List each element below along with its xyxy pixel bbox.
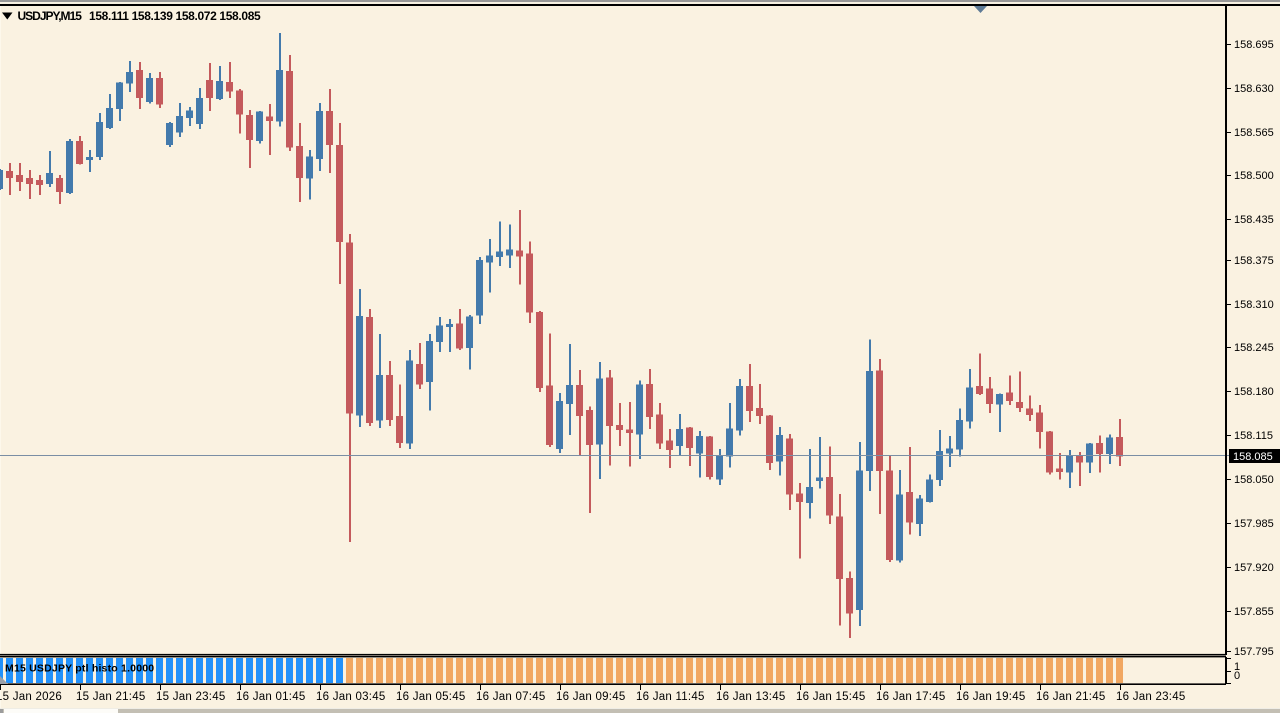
svg-text:15 Jan 2026: 15 Jan 2026 [0,691,62,703]
svg-text:158.115: 158.115 [1234,430,1273,442]
svg-text:16 Jan 05:45: 16 Jan 05:45 [396,691,466,703]
svg-text:16 Jan 09:45: 16 Jan 09:45 [556,691,626,703]
svg-text:157.855: 157.855 [1234,606,1274,618]
svg-text:16 Jan 01:45: 16 Jan 01:45 [236,691,306,703]
svg-text:16 Jan 03:45: 16 Jan 03:45 [316,691,386,703]
svg-text:0: 0 [1234,670,1240,682]
svg-text:157.920: 157.920 [1234,562,1274,574]
svg-text:157.795: 157.795 [1234,646,1274,658]
svg-text:16 Jan 13:45: 16 Jan 13:45 [716,691,786,703]
svg-text:158.111 158.139 158.072 158.08: 158.111 158.139 158.072 158.085 [89,9,261,23]
svg-text:16 Jan 11:45: 16 Jan 11:45 [636,691,705,703]
svg-text:16 Jan 19:45: 16 Jan 19:45 [956,691,1026,703]
svg-text:1: 1 [1234,661,1240,673]
svg-text:M15 USDJPY ptl histo 1.0000: M15 USDJPY ptl histo 1.0000 [5,663,154,675]
svg-text:157.985: 157.985 [1234,518,1274,530]
svg-text:158.245: 158.245 [1234,342,1274,354]
svg-text:USDJPY,M15: USDJPY,M15 [18,9,83,23]
svg-text:158.565: 158.565 [1234,127,1274,139]
svg-text:16 Jan 07:45: 16 Jan 07:45 [476,691,546,703]
svg-text:15 Jan 21:45: 15 Jan 21:45 [76,691,146,703]
svg-text:158.630: 158.630 [1234,83,1274,95]
svg-text:16 Jan 21:45: 16 Jan 21:45 [1036,691,1106,703]
svg-text:16 Jan 23:45: 16 Jan 23:45 [1116,691,1186,703]
svg-text:158.310: 158.310 [1234,299,1274,311]
svg-text:15 Jan 23:45: 15 Jan 23:45 [156,691,226,703]
svg-text:158.500: 158.500 [1234,170,1274,182]
svg-text:158.085: 158.085 [1233,451,1273,463]
svg-text:158.435: 158.435 [1234,214,1274,226]
svg-text:158.050: 158.050 [1234,474,1274,486]
svg-text:16 Jan 17:45: 16 Jan 17:45 [876,691,946,703]
svg-text:158.695: 158.695 [1234,39,1274,51]
svg-text:158.375: 158.375 [1234,255,1274,267]
svg-text:16 Jan 15:45: 16 Jan 15:45 [796,691,866,703]
svg-text:158.180: 158.180 [1234,386,1274,398]
